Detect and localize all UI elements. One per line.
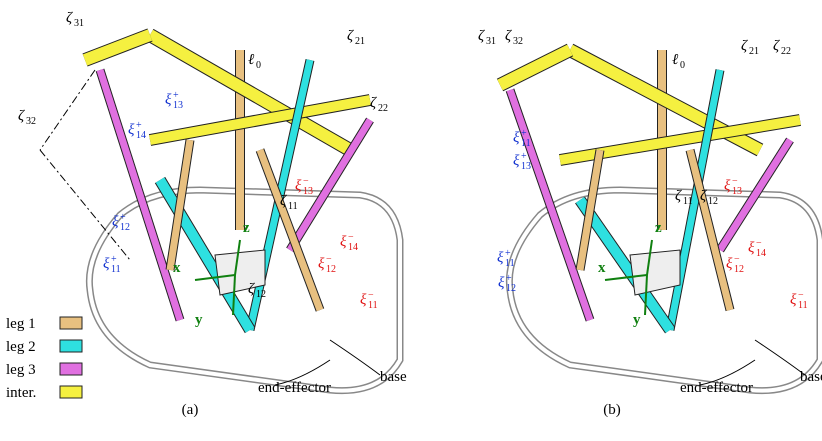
caption: (b) <box>603 402 621 418</box>
subscript: 14 <box>348 242 358 253</box>
symbol: ζ <box>66 10 73 26</box>
subscript: 12 <box>326 264 336 275</box>
end-effector-label: end-effector <box>258 380 331 396</box>
subscript: 21 <box>749 46 759 57</box>
legend-swatch <box>60 363 82 375</box>
symbol: ξ <box>318 256 325 272</box>
legend-label: leg 3 <box>6 362 36 378</box>
subscript: 12 <box>734 264 744 275</box>
subscript: 13 <box>732 186 742 197</box>
subscript: 11 <box>368 300 378 311</box>
symbol: ζ <box>700 188 707 204</box>
symbol: ζ <box>370 95 377 111</box>
legend-label: inter. <box>6 385 36 401</box>
superscript: + <box>506 273 512 284</box>
symbol: ξ <box>724 178 731 194</box>
base-label: base <box>380 369 407 385</box>
superscript: + <box>136 120 142 131</box>
subscript: 13 <box>173 100 183 111</box>
symbol: x <box>598 260 606 276</box>
symbol: ζ <box>478 28 485 44</box>
subscript: 22 <box>378 103 388 114</box>
superscript: + <box>120 212 126 223</box>
symbol: z <box>655 220 662 236</box>
subscript: 13 <box>303 186 313 197</box>
superscript: − <box>326 254 332 265</box>
subscript: 12 <box>120 222 130 233</box>
symbol: ζ <box>505 28 512 44</box>
symbol: ζ <box>280 193 287 209</box>
subscript: 11 <box>505 258 515 269</box>
symbol: y <box>195 312 203 328</box>
subscript: 11 <box>111 264 121 275</box>
superscript: − <box>798 290 804 301</box>
subscript: 12 <box>256 289 266 300</box>
superscript: − <box>734 254 740 265</box>
symbol: ξ <box>103 256 110 272</box>
symbol: ξ <box>497 250 504 266</box>
superscript: + <box>111 254 117 265</box>
symbol: ζ <box>741 38 748 54</box>
subscript: 14 <box>756 248 766 259</box>
symbol: ξ <box>165 92 172 108</box>
legend-swatch <box>60 386 82 398</box>
legend-swatch <box>60 317 82 329</box>
subscript: 0 <box>256 60 261 71</box>
subscript: 11 <box>521 138 531 149</box>
symbol: z <box>243 220 250 236</box>
subscript: 22 <box>781 46 791 57</box>
superscript: + <box>521 128 527 139</box>
symbol: ξ <box>128 122 135 138</box>
superscript: − <box>368 290 374 301</box>
subscript: 31 <box>486 36 496 47</box>
legend-swatch <box>60 340 82 352</box>
subscript: 32 <box>513 36 523 47</box>
symbol: ξ <box>498 275 505 291</box>
caption: (a) <box>182 402 199 418</box>
subscript: 14 <box>136 130 146 141</box>
subscript: 12 <box>708 196 718 207</box>
end-effector-label: end-effector <box>680 380 753 396</box>
symbol: ξ <box>748 240 755 256</box>
subscript: 31 <box>74 18 84 29</box>
superscript: + <box>521 151 527 162</box>
symbol: ξ <box>112 214 119 230</box>
symbol: y <box>633 312 641 328</box>
symbol: ξ <box>513 130 520 146</box>
symbol: ξ <box>360 292 367 308</box>
symbol: ζ <box>773 38 780 54</box>
superscript: − <box>732 176 738 187</box>
subscript: 11 <box>683 196 693 207</box>
symbol: ζ <box>248 281 255 297</box>
symbol: ξ <box>340 234 347 250</box>
symbol: ζ <box>18 108 25 124</box>
symbol: ℓ <box>672 52 678 68</box>
subscript: 21 <box>355 36 365 47</box>
symbol: ξ <box>726 256 733 272</box>
superscript: − <box>756 238 762 249</box>
symbol: ξ <box>513 153 520 169</box>
legend-label: leg 1 <box>6 316 36 332</box>
mechanism-a <box>40 35 400 391</box>
symbol: ξ <box>790 292 797 308</box>
superscript: − <box>303 176 309 187</box>
subscript: 0 <box>680 60 685 71</box>
subscript: 12 <box>506 283 516 294</box>
legend-label: leg 2 <box>6 339 36 355</box>
symbol: x <box>173 260 181 276</box>
symbol: ℓ <box>248 52 254 68</box>
superscript: + <box>173 90 179 101</box>
subscript: 11 <box>288 201 298 212</box>
figure: leg 1 leg 2 leg 3 inter. (a) end-effector base… <box>0 0 822 441</box>
subscript: 32 <box>26 116 36 127</box>
symbol: ζ <box>347 28 354 44</box>
superscript: + <box>505 248 511 259</box>
superscript: − <box>348 232 354 243</box>
subscript: 13 <box>521 161 531 172</box>
base-label: base <box>800 369 822 385</box>
subscript: 11 <box>798 300 808 311</box>
symbol: ζ <box>675 188 682 204</box>
symbol: ξ <box>295 178 302 194</box>
